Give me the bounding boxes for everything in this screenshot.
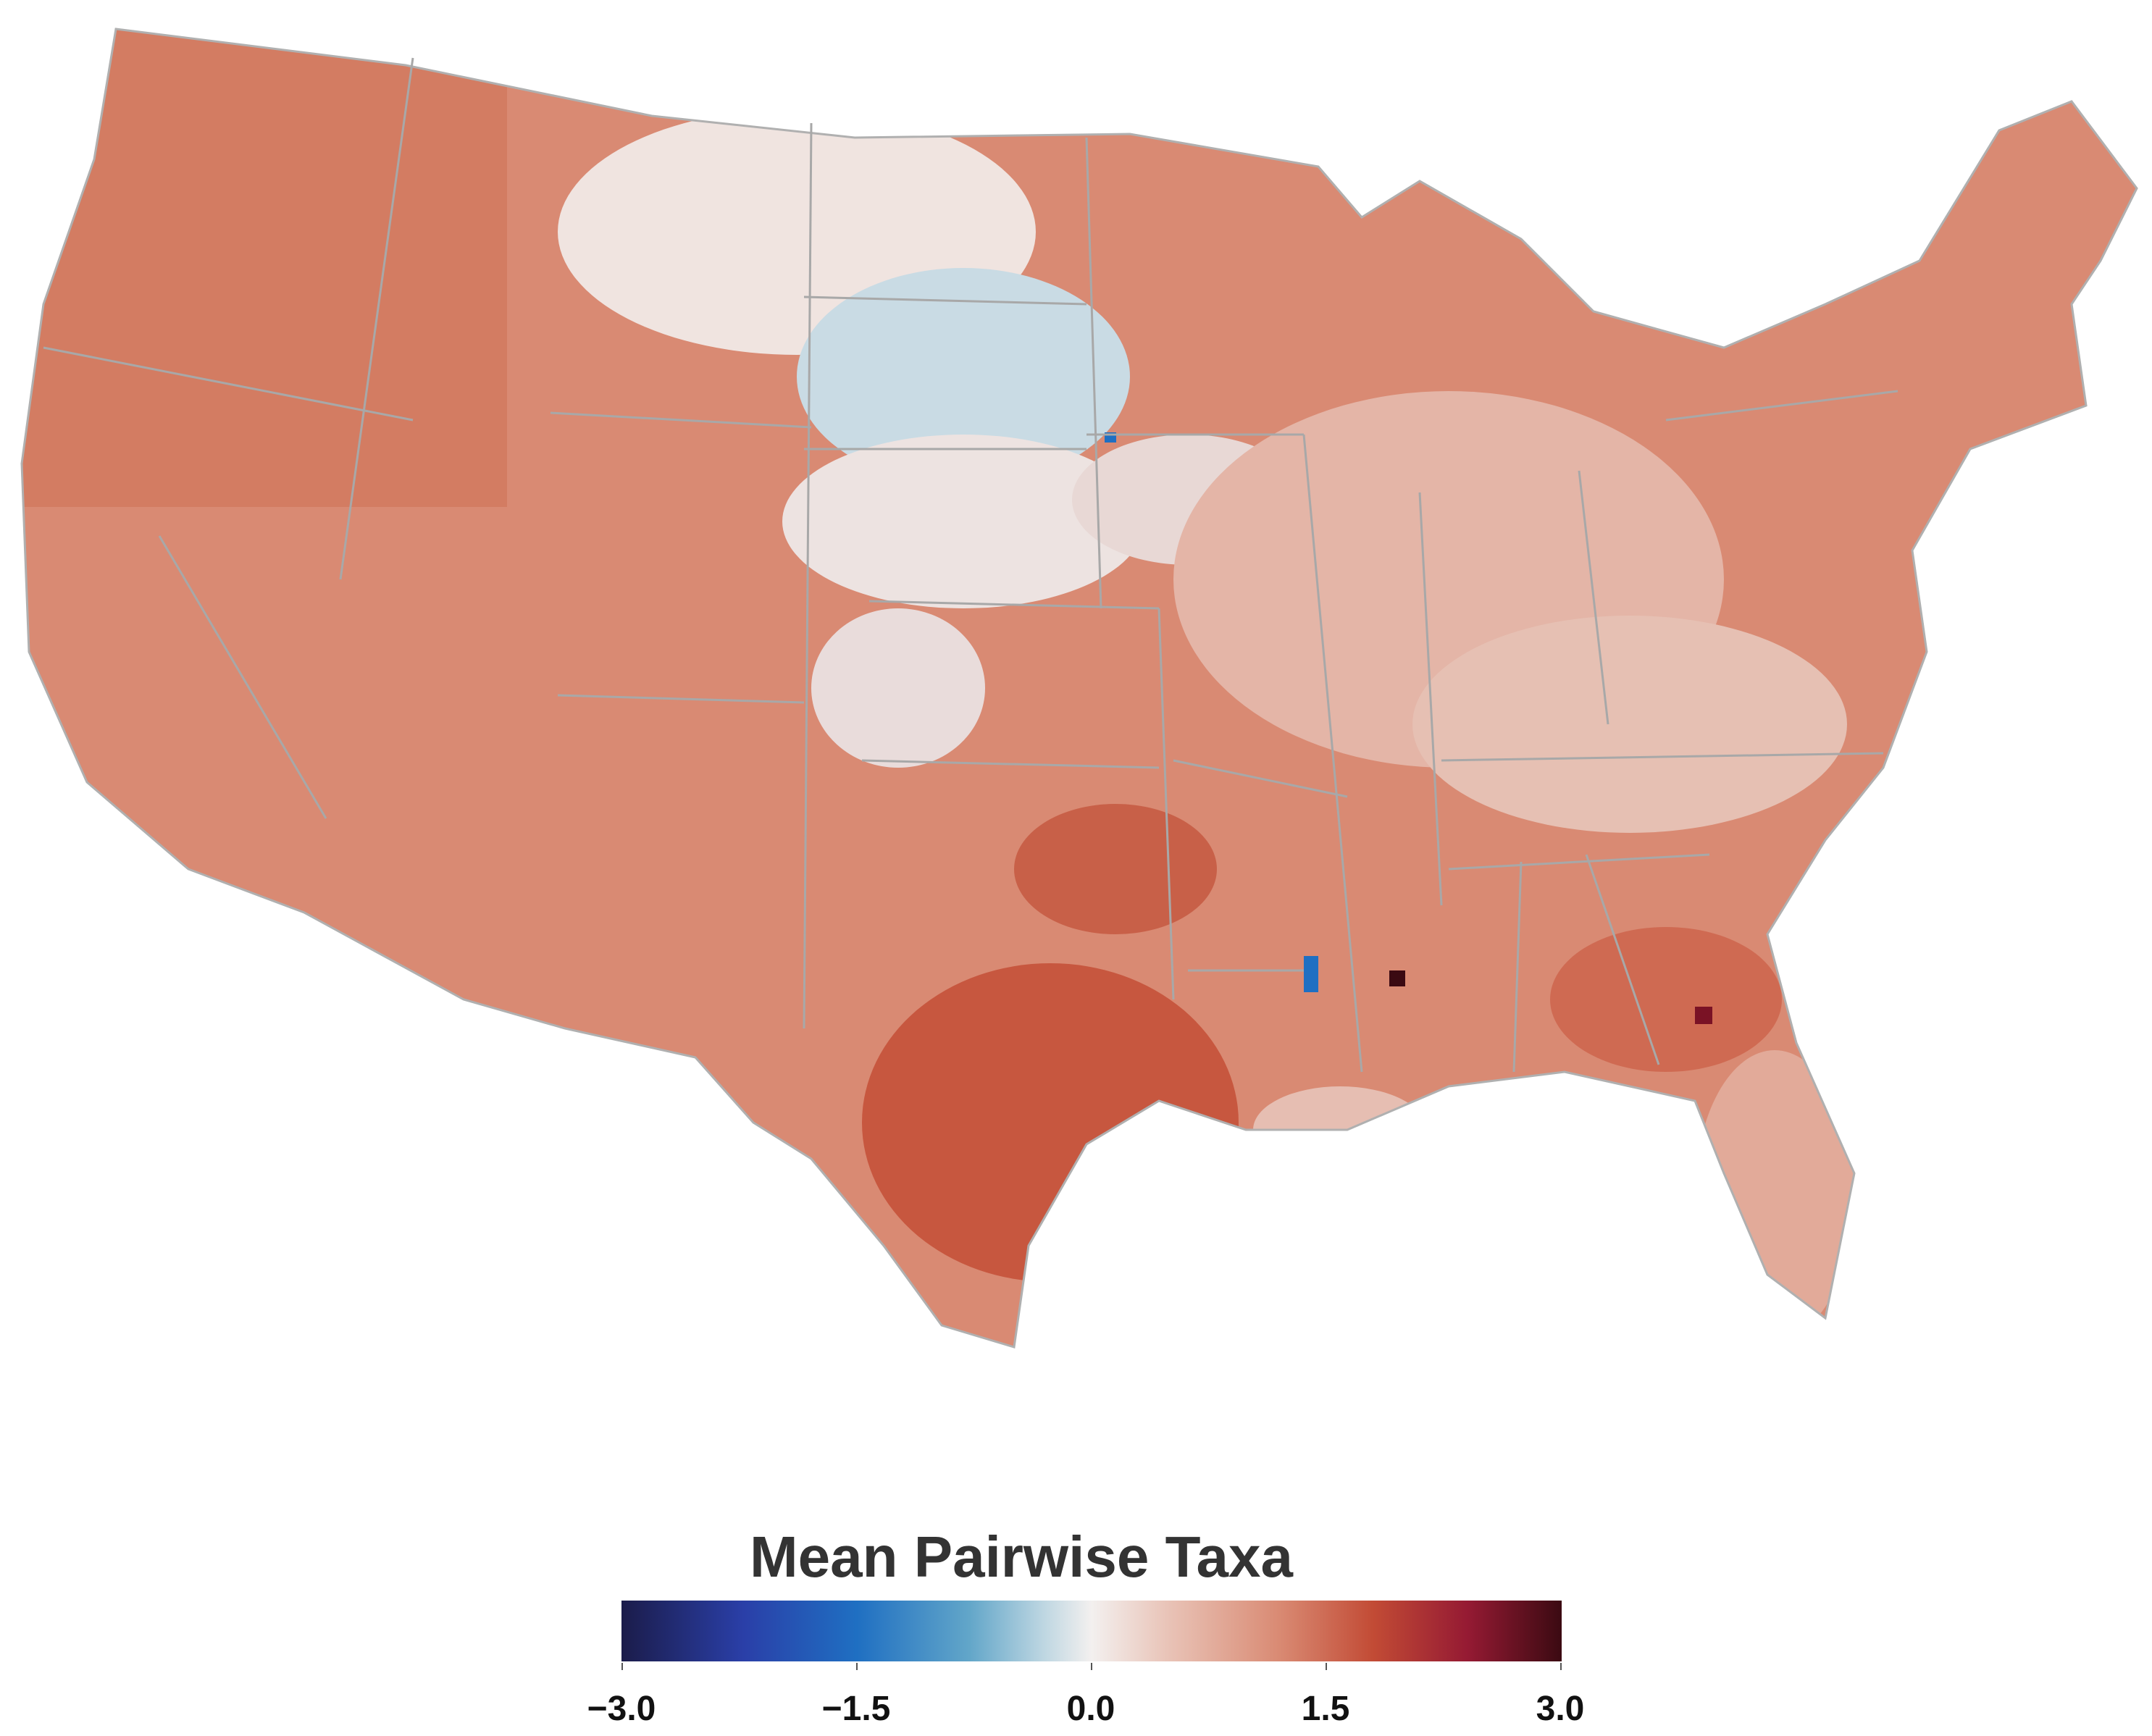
legend-tick-label: 1.5 — [1301, 1690, 1350, 1728]
legend-tick-label: −1.5 — [821, 1690, 891, 1728]
color-legend: Mean Pairwise Taxa −3.0 −1.5 0.0 1.5 3.0 — [0, 1521, 2152, 1736]
county-fills — [22, 29, 2137, 1347]
legend-tick-label: 0.0 — [1066, 1690, 1115, 1728]
legend-tick-mark — [621, 1663, 623, 1670]
legend-tick-label: −3.0 — [587, 1690, 656, 1728]
legend-title: Mean Pairwise Taxa — [750, 1525, 1293, 1589]
legend-tick-mark — [1091, 1663, 1092, 1670]
us-county-map — [20, 28, 2138, 1349]
us-outline — [20, 28, 2138, 1349]
legend-tick-mark — [1560, 1663, 1562, 1670]
state-borders — [43, 57, 1898, 1073]
legend-tick-label: 3.0 — [1536, 1690, 1585, 1728]
map-svg — [20, 28, 2138, 1349]
legend-tick-mark — [856, 1663, 858, 1670]
legend-color-bar — [621, 1601, 1562, 1661]
legend-tick-mark — [1326, 1663, 1327, 1670]
